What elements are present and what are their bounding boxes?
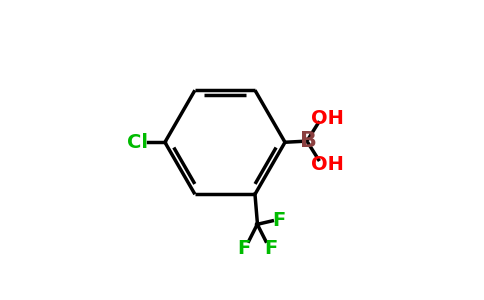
Text: F: F [272,211,286,230]
Text: F: F [265,238,278,258]
Text: Cl: Cl [127,133,148,152]
Text: OH: OH [311,155,344,174]
Text: B: B [300,131,317,151]
Text: OH: OH [311,109,344,128]
Text: F: F [237,238,250,258]
